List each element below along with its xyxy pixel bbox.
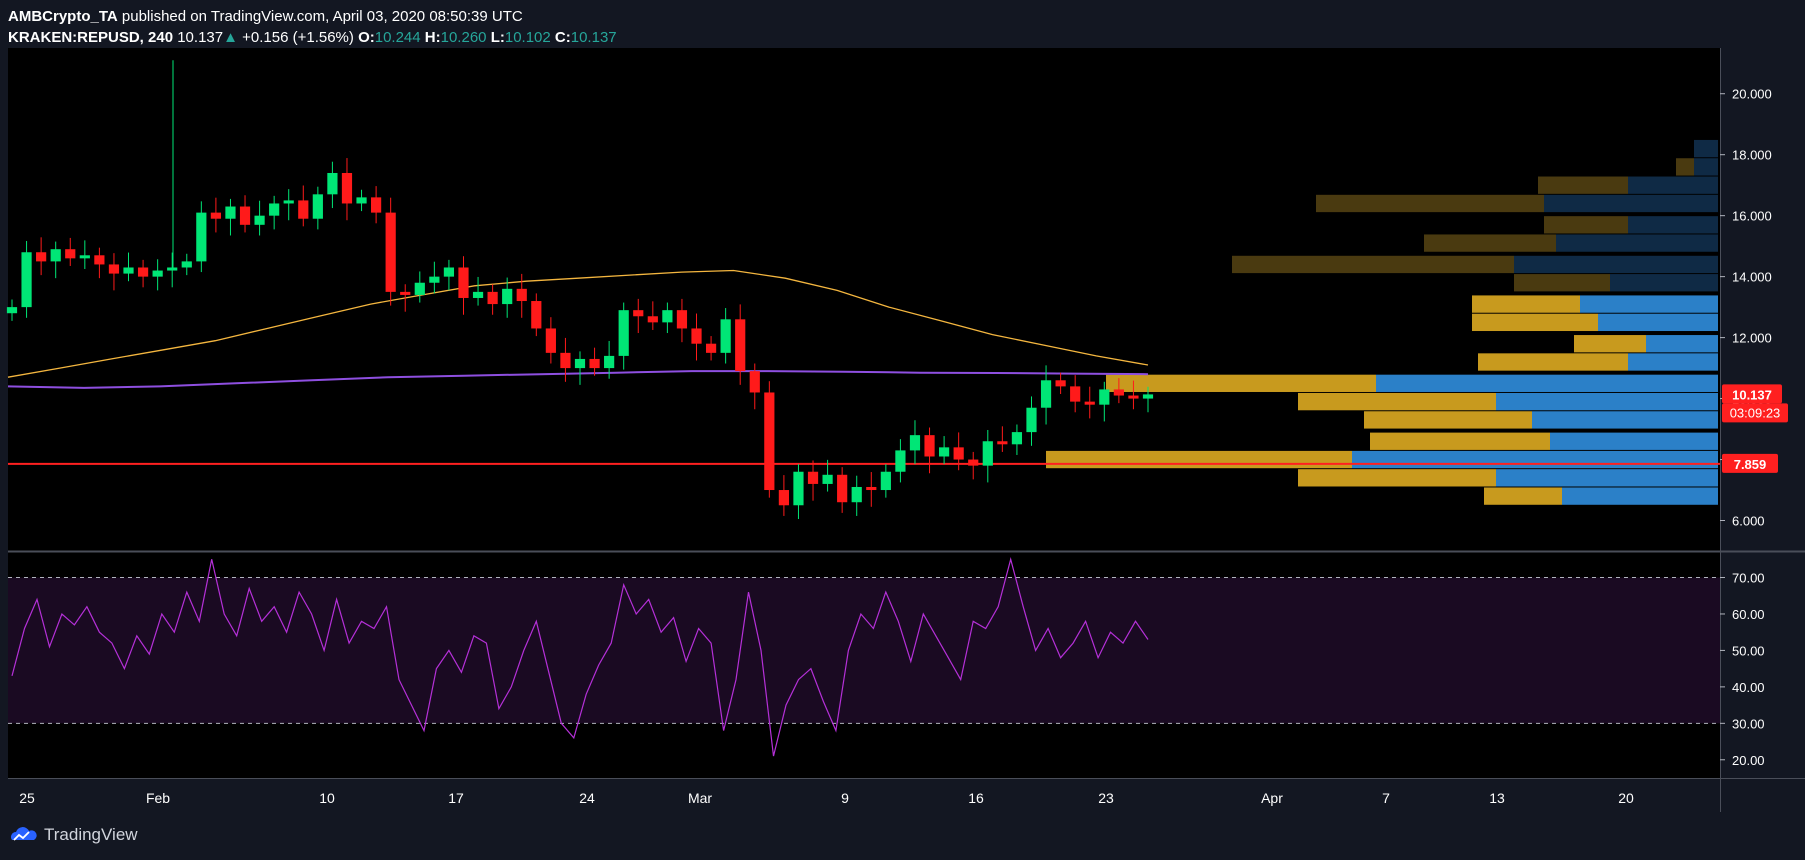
time-tick-label: 10: [319, 790, 335, 806]
support-badge: [1722, 453, 1778, 473]
rsi-tick-label: 60.00: [1732, 607, 1765, 622]
low-value: 10.102: [504, 29, 551, 46]
time-tick-label: 17: [448, 790, 464, 806]
rsi-tick-label: 20.00: [1732, 753, 1765, 768]
time-tick-label: Apr: [1261, 790, 1283, 806]
low-label: L:: [490, 29, 505, 46]
publish-info: AMBCrypto_TA published on TradingView.co…: [8, 8, 523, 25]
countdown-badge-text: 03:09:23: [1730, 405, 1781, 420]
change-value: +0.156 (+1.56%): [242, 29, 354, 46]
close-label: C:: [554, 29, 571, 46]
time-tick-label: 7: [1382, 790, 1390, 806]
time-tick-label: Feb: [146, 790, 170, 806]
up-arrow-icon: ▲: [223, 29, 238, 46]
time-tick-label: 20: [1618, 790, 1634, 806]
last-price: 10.137: [177, 29, 224, 46]
author-name[interactable]: AMBCrypto_TA: [8, 8, 118, 25]
price-pane[interactable]: [8, 48, 1720, 551]
ohlc-legend: KRAKEN:REPUSD, 240 10.137▲ +0.156 (+1.56…: [8, 29, 617, 46]
support-badge-text: 7.859: [1734, 457, 1767, 472]
time-tick-label: 23: [1098, 790, 1114, 806]
close-value: 10.137: [570, 29, 617, 46]
time-tick-label: 9: [841, 790, 849, 806]
tradingview-logo[interactable]: TradingView: [8, 824, 138, 846]
last-price-badge: [1722, 384, 1782, 404]
open-label: O:: [358, 29, 375, 46]
time-tick-label: Mar: [688, 790, 712, 806]
rsi-tick-label: 50.00: [1732, 643, 1765, 658]
high-value: 10.260: [440, 29, 487, 46]
rsi-tick-label: 40.00: [1732, 680, 1765, 695]
price-tick-label: 12.000: [1732, 331, 1772, 346]
price-tick-label: 8.000: [1732, 453, 1765, 468]
time-tick-label: 25: [19, 790, 35, 806]
price-tick-label: 18.000: [1732, 148, 1772, 163]
rsi-tick-label: 70.00: [1732, 571, 1765, 586]
price-tick-label: 6.000: [1732, 514, 1765, 529]
rsi-pane[interactable]: [8, 552, 1720, 778]
time-tick-label: 16: [968, 790, 984, 806]
price-labels: 10.137 03:09:23 7.859: [1722, 384, 1788, 473]
tradingview-cloud-icon: [11, 827, 37, 841]
time-tick-label: 13: [1489, 790, 1505, 806]
high-label: H:: [424, 29, 441, 46]
rsi-tick-label: 30.00: [1732, 716, 1765, 731]
price-tick-label: 20.000: [1732, 87, 1772, 102]
time-tick-label: 24: [579, 790, 595, 806]
publish-text: published on TradingView.com, April 03, …: [121, 8, 523, 25]
open-value: 10.244: [374, 29, 421, 46]
price-tick-label: 14.000: [1732, 270, 1772, 285]
brand-name: TradingView: [44, 825, 138, 844]
countdown-badge: [1722, 403, 1788, 423]
last-price-badge-text: 10.137: [1732, 387, 1772, 402]
price-tick-label: 16.000: [1732, 209, 1772, 224]
price-tick-label: 10.000: [1732, 392, 1772, 407]
symbol-label: KRAKEN:REPUSD, 240: [8, 29, 174, 46]
